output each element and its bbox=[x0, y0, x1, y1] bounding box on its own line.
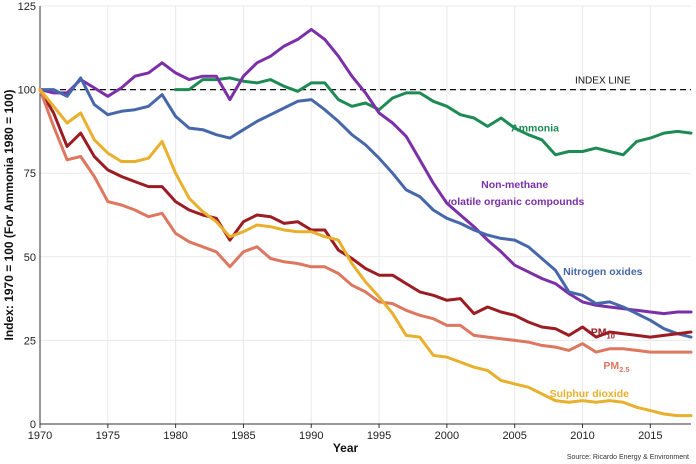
y-tick-label: 100 bbox=[18, 85, 36, 97]
series-line-nmvoc bbox=[38, 27, 693, 316]
series-line-ammonia bbox=[174, 76, 693, 157]
y-axis-title: Index: 1970 = 100 (For Ammonia 1980 = 10… bbox=[2, 89, 16, 340]
x-tick-label: 1975 bbox=[96, 430, 120, 442]
series-label-nmvoc: volatile organic compounds bbox=[445, 196, 585, 208]
series-line-nitrogen-oxides bbox=[38, 76, 693, 339]
y-tick-label: 50 bbox=[24, 252, 36, 264]
series-label-nmvoc: Non-methane bbox=[481, 179, 548, 191]
series-label-ammonia: Ammonia bbox=[511, 122, 559, 134]
y-tick-label: 25 bbox=[24, 335, 36, 347]
index-line-label: INDEX LINE bbox=[575, 76, 631, 87]
x-tick-label: 1995 bbox=[367, 430, 391, 442]
x-axis-title: Year bbox=[333, 441, 359, 455]
series-line-sulphur-dioxide bbox=[38, 88, 693, 418]
series-label-pm10: PM10 bbox=[591, 326, 615, 340]
x-tick-label: 2005 bbox=[502, 430, 526, 442]
series-label-pm25: PM2.5 bbox=[603, 360, 629, 374]
x-tick-label: 2010 bbox=[570, 430, 594, 442]
x-tick-label: 1980 bbox=[163, 430, 187, 442]
series-line-pm25 bbox=[38, 88, 693, 354]
series-line-pm10 bbox=[38, 88, 693, 339]
series-lines bbox=[38, 27, 693, 418]
x-tick-label: 1985 bbox=[231, 430, 255, 442]
x-tick-label: 2015 bbox=[638, 430, 662, 442]
series-label-nitrogen-oxides: Nitrogen oxides bbox=[563, 266, 643, 278]
x-tick-label: 2000 bbox=[435, 430, 459, 442]
gridlines bbox=[39, 5, 691, 425]
y-tick-label: 0 bbox=[30, 419, 36, 431]
series-label-sulphur-dioxide: Sulphur dioxide bbox=[550, 388, 629, 400]
y-tick-label: 75 bbox=[24, 168, 36, 180]
series-labels: Ammonia Non-methane volatile organic compo… bbox=[445, 122, 643, 400]
x-tick-label: 1970 bbox=[28, 430, 52, 442]
y-tick-label: 125 bbox=[18, 1, 36, 13]
x-tick-label: 1990 bbox=[299, 430, 323, 442]
source-note: Source: Ricardo Energy & Environment bbox=[567, 454, 689, 461]
axes: 0 25 50 75 100 125 1970 1975 1980 1985 1990 1995 200… bbox=[18, 1, 691, 442]
